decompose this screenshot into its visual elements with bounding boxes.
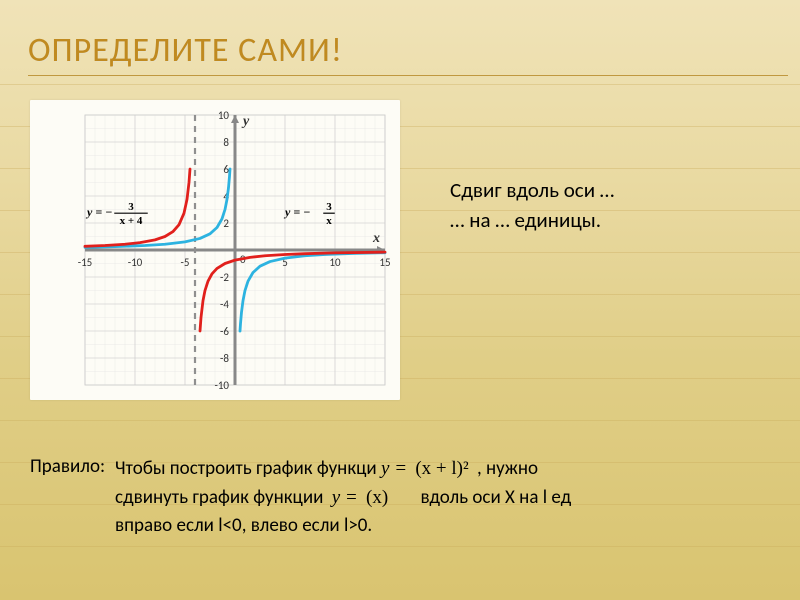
rule-line3: вправо если l<0, влево если l>0. <box>115 512 795 541</box>
side-line2: … на … единицы. <box>450 205 790 235</box>
svg-text:-6: -6 <box>220 325 229 338</box>
rule-l2c: вдоль оси X на l ед <box>420 486 571 509</box>
svg-text:3: 3 <box>128 201 134 213</box>
svg-text:y = −: y = − <box>283 205 310 219</box>
paper-line <box>0 546 800 547</box>
svg-text:x: x <box>326 215 332 227</box>
svg-text:-15: -15 <box>78 256 93 269</box>
rule-line2: сдвинуть график функции y = (x) вдоль ос… <box>115 484 795 513</box>
rule-label: Правило: <box>30 455 105 478</box>
svg-text:y: y <box>241 114 250 129</box>
rule-l2-formula: (x) <box>366 487 388 508</box>
svg-text:8: 8 <box>223 136 229 149</box>
svg-text:15: 15 <box>379 256 390 269</box>
title-text: ОПРЕДЕЛИТЕ САМИ! <box>28 30 343 71</box>
chart-svg: -15-10-5051015-10-8-6-4-2246810xyy = −3x… <box>30 100 400 400</box>
svg-text:-8: -8 <box>220 352 229 365</box>
title-block: ОПРЕДЕЛИТЕ САМИ! ОПРЕДЕЛИТЕ САМИ! <box>28 30 788 76</box>
svg-text:y = −: y = − <box>85 205 112 219</box>
rule-l1c: , нужно <box>477 457 538 480</box>
paper-line <box>0 84 800 85</box>
rule-text: Чтобы построить график функци y = (x + l… <box>115 455 795 541</box>
svg-text:x: x <box>372 231 380 246</box>
svg-text:-10: -10 <box>128 256 143 269</box>
svg-text:-4: -4 <box>220 298 229 311</box>
slide-title: ОПРЕДЕЛИТЕ САМИ! ОПРЕДЕЛИТЕ САМИ! <box>28 30 788 71</box>
paper-line <box>0 420 800 421</box>
rule-l1-y: y = <box>381 458 407 479</box>
svg-text:10: 10 <box>218 109 230 122</box>
svg-text:10: 10 <box>329 256 341 269</box>
title-underline <box>28 75 788 76</box>
rule-l1-formula: (x + l)² <box>415 458 468 479</box>
rule-line1: Чтобы построить график функци y = (x + l… <box>115 455 795 484</box>
svg-text:-5: -5 <box>181 256 190 269</box>
svg-text:3: 3 <box>326 201 332 213</box>
rule-l2a: сдвинуть график функции <box>115 486 323 509</box>
side-line1: Сдвиг вдоль оси … <box>450 175 790 205</box>
svg-text:-10: -10 <box>214 379 229 392</box>
rule-l2-y: y = <box>332 487 358 508</box>
svg-text:x + 4: x + 4 <box>120 215 143 227</box>
side-text: Сдвиг вдоль оси … … на … единицы. <box>450 175 790 236</box>
rule-l1a: Чтобы построить график функци <box>115 457 377 480</box>
svg-text:-2: -2 <box>220 271 229 284</box>
svg-text:2: 2 <box>223 217 229 230</box>
chart-panel: -15-10-5051015-10-8-6-4-2246810xyy = −3x… <box>30 100 400 400</box>
